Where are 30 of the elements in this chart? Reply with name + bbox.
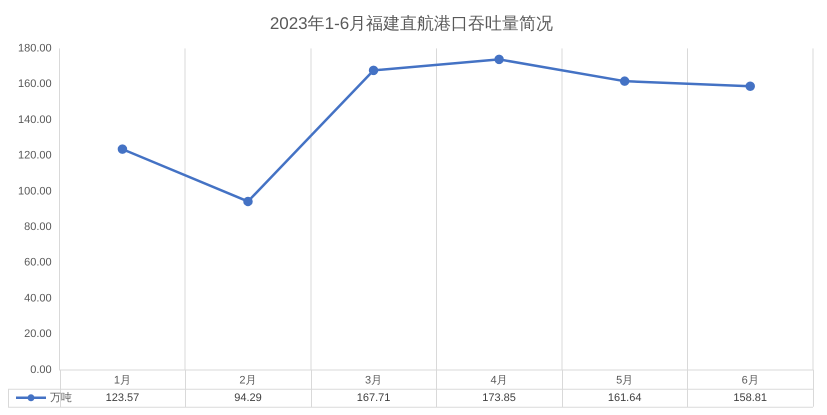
data-label: 123.57 <box>106 392 140 404</box>
y-tick-label: 160.00 <box>18 78 52 90</box>
point <box>118 144 128 154</box>
point <box>620 76 630 86</box>
point <box>745 81 755 91</box>
point <box>494 54 504 64</box>
y-tick-label: 40.00 <box>24 292 52 304</box>
data-label: 167.71 <box>356 392 390 404</box>
x-tick-label: 1月 <box>114 374 131 386</box>
y-tick-label: 140.00 <box>18 114 52 126</box>
y-tick-label: 80.00 <box>24 220 52 233</box>
x-tick-label: 3月 <box>364 374 382 386</box>
legend-label: 万吨 <box>50 390 72 404</box>
data-label: 173.85 <box>482 392 516 404</box>
x-tick-label: 4月 <box>490 374 508 386</box>
data-label: 158.81 <box>733 392 768 404</box>
y-tick-label: 120.00 <box>18 150 52 162</box>
chart-title: 2023年1-6月福建直航港口吞吐量简况 <box>270 14 554 33</box>
y-tick-label: 0.00 <box>30 364 52 376</box>
x-tick-label: 5月 <box>616 374 634 386</box>
x-tick-label: 2月 <box>239 374 257 386</box>
y-tick-label: 60.00 <box>24 256 52 269</box>
data-label: 94.29 <box>234 392 262 404</box>
point <box>368 66 378 76</box>
y-tick-label: 20.00 <box>24 328 52 340</box>
y-tick-label: 100.00 <box>18 185 52 198</box>
x-tick-label: 6月 <box>742 374 759 386</box>
y-tick-label: 180.00 <box>18 42 52 54</box>
point <box>243 196 253 206</box>
data-label: 161.64 <box>608 392 642 404</box>
